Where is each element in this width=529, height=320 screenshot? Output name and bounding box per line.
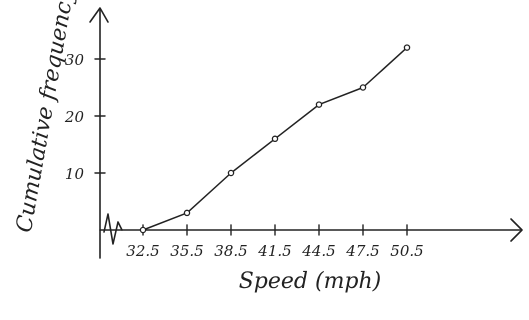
data-point [227, 169, 235, 177]
data-point [403, 44, 411, 51]
data-point [139, 226, 147, 234]
x-tick-label: 38.5 [214, 242, 247, 260]
x-tick-label: 50.5 [390, 242, 423, 260]
data-point [271, 135, 279, 143]
x-axis-arrowhead [510, 218, 523, 242]
axes-layer [89, 7, 523, 259]
data-point [183, 209, 191, 217]
y-tick-label: 30 [65, 51, 85, 69]
labels-layer: 32.5 35.5 38.5 41.5 44.5 47.5 50.5 10 20 30 Speed … [12, 0, 424, 294]
data-point [359, 84, 367, 91]
x-tick-label: 44.5 [301, 242, 335, 260]
x-tick-label: 47.5 [345, 242, 379, 260]
x-axis-title: Speed (mph) [239, 269, 382, 294]
x-axis-break-mark [103, 213, 123, 245]
x-tick-label: 35.5 [170, 242, 203, 260]
y-tick-label: 20 [64, 108, 85, 126]
ticks-layer [94, 58, 408, 236]
x-tick-label: 41.5 [257, 242, 291, 260]
data-point [315, 101, 323, 108]
y-tick-label: 10 [65, 165, 85, 183]
x-tick-label: 32.5 [126, 242, 159, 260]
y-axis-arrowhead [89, 7, 109, 23]
series-layer [139, 44, 411, 234]
